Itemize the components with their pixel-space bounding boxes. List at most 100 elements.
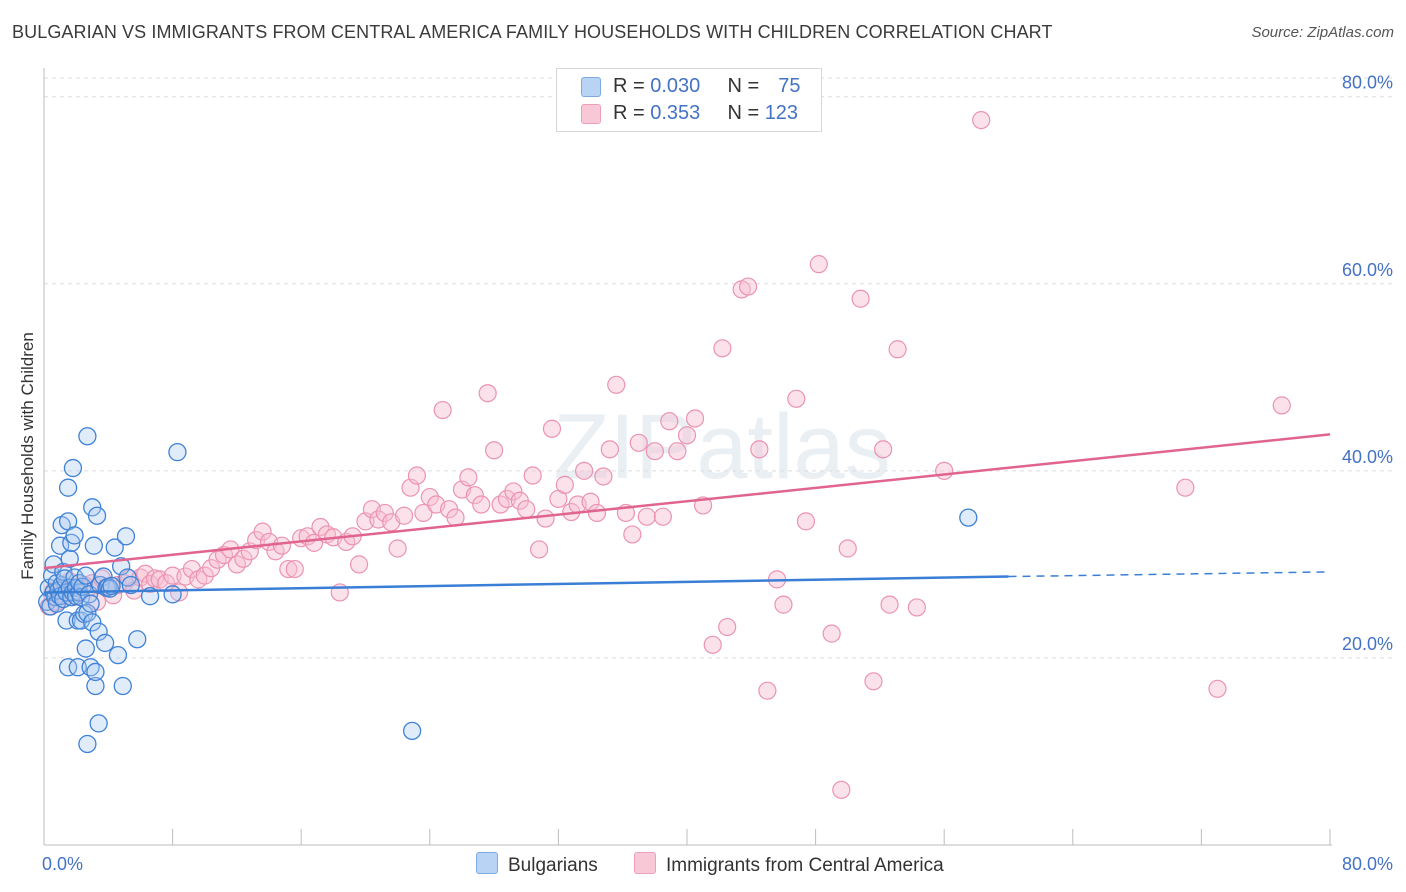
legend-blue-n-label: N = bbox=[727, 75, 760, 97]
legend-blue-r-value: 0.030 bbox=[650, 75, 701, 97]
blue-point-28 bbox=[65, 526, 84, 545]
blue-point-70 bbox=[128, 630, 147, 649]
blue-trend-extension bbox=[1008, 571, 1331, 578]
axes-layer bbox=[43, 68, 1332, 846]
pink-point-105 bbox=[668, 442, 687, 461]
pink-point-85 bbox=[530, 540, 549, 559]
correlation-legend: R = 0.030 N = 75 R = 0.353 N = 123 bbox=[556, 68, 822, 132]
pink-point-115 bbox=[758, 681, 777, 700]
pink-point-121 bbox=[822, 624, 841, 643]
pink-point-132 bbox=[1176, 478, 1195, 497]
pink-point-106 bbox=[677, 426, 697, 445]
blue-point-69 bbox=[121, 575, 140, 595]
blue-point-46 bbox=[81, 594, 100, 613]
pink-point-131 bbox=[972, 110, 991, 130]
pink-point-97 bbox=[607, 375, 626, 394]
blue-point-72 bbox=[163, 585, 182, 604]
pink-series-points bbox=[39, 110, 1291, 799]
pink-point-130 bbox=[935, 461, 954, 480]
blue-point-53 bbox=[87, 506, 107, 525]
pink-point-95 bbox=[594, 467, 613, 486]
pink-point-104 bbox=[660, 412, 679, 431]
y-tick-label-0: 20.0% bbox=[1342, 634, 1393, 654]
legend-swatch-pink bbox=[581, 104, 601, 124]
pink-point-86 bbox=[536, 509, 555, 528]
blue-point-54 bbox=[89, 714, 108, 733]
legend-pink-r-label: R = bbox=[613, 102, 645, 124]
blue-point-41 bbox=[76, 639, 95, 658]
pink-point-111 bbox=[718, 617, 737, 637]
pink-point-47 bbox=[285, 559, 304, 579]
pink-point-118 bbox=[787, 389, 806, 408]
pink-point-96 bbox=[600, 440, 619, 459]
pink-point-101 bbox=[637, 507, 656, 526]
pink-point-29 bbox=[169, 583, 189, 602]
pink-point-33 bbox=[195, 566, 214, 585]
pink-point-92 bbox=[575, 461, 594, 480]
blue-point-40 bbox=[76, 566, 95, 585]
y-tick-label-3: 80.0% bbox=[1342, 73, 1393, 93]
pink-point-64 bbox=[394, 506, 414, 525]
pink-point-103 bbox=[653, 507, 672, 526]
pink-point-83 bbox=[517, 500, 536, 519]
bottom-legend-pink: Immigrants from Central America bbox=[634, 852, 944, 877]
pink-point-28 bbox=[163, 566, 182, 585]
bottom-legend-label-blue: Bulgarians bbox=[508, 855, 598, 876]
legend-swatch-blue bbox=[581, 77, 601, 97]
pink-point-113 bbox=[738, 277, 758, 296]
pink-point-68 bbox=[420, 487, 439, 507]
tick-labels: 20.0% 40.0% 60.0% 80.0% 0.0% 80.0% bbox=[42, 73, 1393, 874]
blue-point-63 bbox=[105, 538, 124, 557]
pink-point-125 bbox=[864, 672, 883, 691]
blue-point-51 bbox=[86, 676, 105, 696]
blue-point-50 bbox=[84, 536, 103, 555]
pink-point-119 bbox=[796, 512, 816, 531]
pink-point-120 bbox=[809, 255, 828, 274]
blue-point-75 bbox=[959, 508, 978, 527]
pink-point-127 bbox=[880, 595, 899, 614]
pink-point-110 bbox=[713, 339, 732, 358]
pink-point-51 bbox=[311, 517, 330, 537]
pink-point-45 bbox=[272, 536, 292, 555]
pink-point-63 bbox=[388, 539, 407, 558]
legend-blue-n-value: 75 bbox=[778, 75, 801, 97]
pink-point-117 bbox=[774, 595, 793, 614]
trend-lines bbox=[43, 433, 1331, 594]
pink-point-42 bbox=[253, 522, 272, 541]
pink-point-126 bbox=[874, 440, 893, 459]
pink-point-78 bbox=[485, 441, 504, 460]
legend-pink-n-label: N = bbox=[727, 102, 760, 124]
pink-point-107 bbox=[685, 409, 705, 428]
source-label: Source: ZipAtlas.com bbox=[1251, 24, 1394, 41]
blue-point-73 bbox=[168, 442, 187, 462]
blue-point-65 bbox=[112, 557, 131, 576]
pink-point-133 bbox=[1208, 679, 1227, 698]
blue-point-52 bbox=[86, 662, 105, 682]
pink-point-124 bbox=[851, 289, 870, 308]
pink-point-66 bbox=[407, 466, 427, 485]
pink-point-57 bbox=[349, 555, 369, 574]
pink-point-109 bbox=[703, 635, 722, 654]
pink-point-70 bbox=[433, 400, 452, 420]
bottom-legend-swatch-blue bbox=[476, 852, 498, 874]
bottom-legend-blue: Bulgarians bbox=[476, 852, 598, 877]
pink-point-94 bbox=[587, 503, 607, 523]
pink-point-61 bbox=[375, 503, 394, 523]
pink-point-67 bbox=[414, 503, 433, 523]
pink-point-122 bbox=[832, 780, 851, 799]
blue-point-43 bbox=[78, 427, 97, 446]
blue-point-66 bbox=[113, 676, 132, 696]
pink-point-114 bbox=[750, 440, 769, 459]
pink-point-100 bbox=[629, 433, 648, 452]
pink-point-39 bbox=[234, 549, 253, 568]
pink-point-128 bbox=[888, 340, 907, 359]
legend-blue-r-label: R = bbox=[613, 75, 645, 97]
pink-point-76 bbox=[472, 495, 491, 514]
chart-title: BULGARIAN VS IMMIGRANTS FROM CENTRAL AME… bbox=[12, 22, 1053, 42]
blue-point-48 bbox=[83, 498, 102, 517]
blue-point-61 bbox=[100, 579, 120, 598]
blue-point-11 bbox=[50, 536, 70, 555]
blue-point-19 bbox=[58, 478, 78, 497]
y-tick-label-2: 60.0% bbox=[1342, 260, 1393, 280]
